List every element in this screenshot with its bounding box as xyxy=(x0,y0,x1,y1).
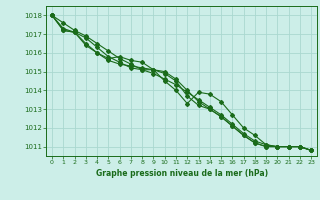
X-axis label: Graphe pression niveau de la mer (hPa): Graphe pression niveau de la mer (hPa) xyxy=(96,169,268,178)
